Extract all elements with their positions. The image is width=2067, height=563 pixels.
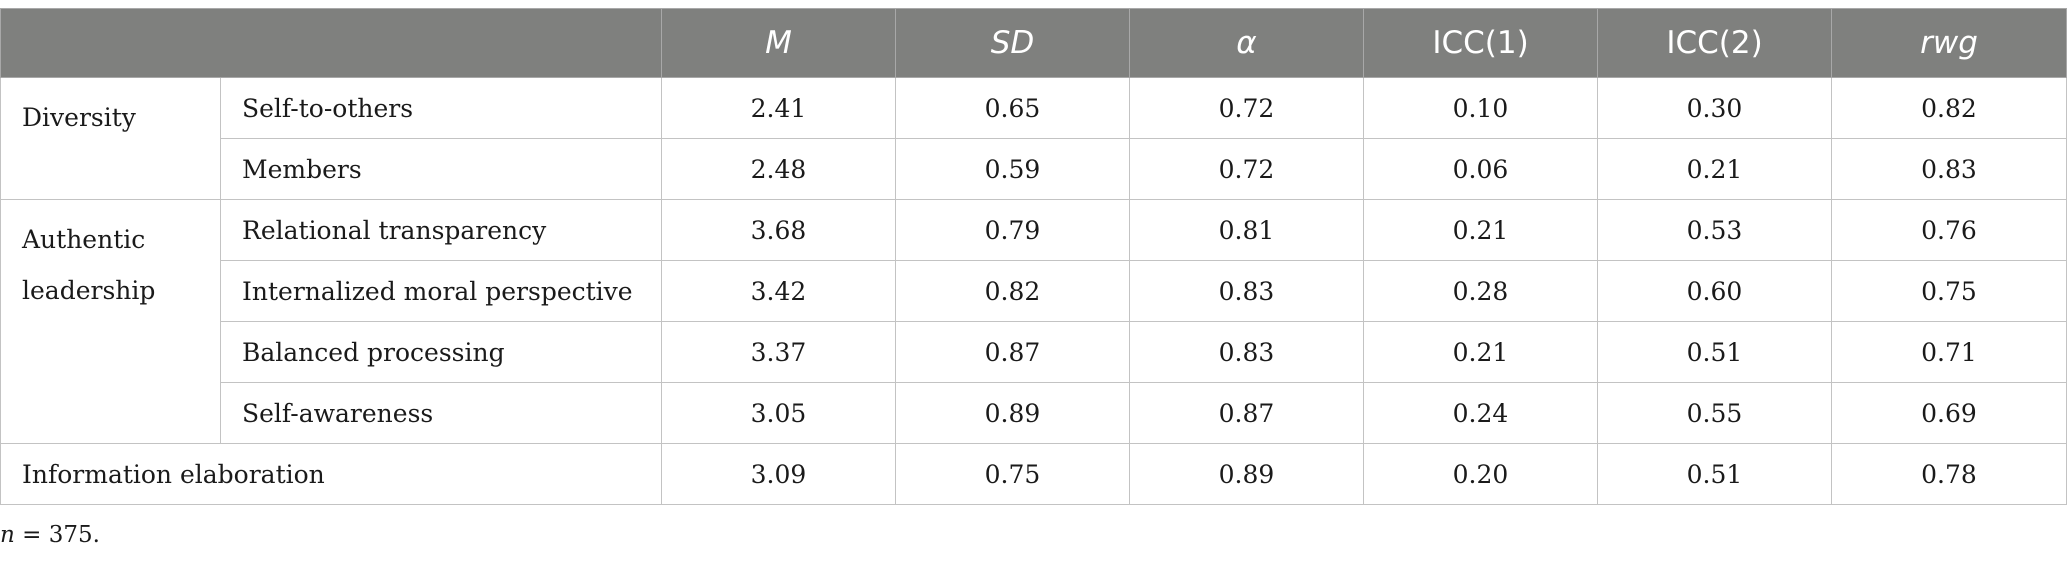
table-row: Diversity Self-to-others 2.41 0.65 0.72 … [0,77,2067,200]
cell-mean: 3.42 [661,260,896,322]
table-row: Authentic leadership Relational transpar… [0,199,2067,444]
table-row: Internalized moral perspective 3.42 0.82… [1,260,2067,322]
cell-rwg: 0.82 [1831,77,2067,139]
table-row: Information elaboration 3.09 0.75 0.89 0… [0,443,2067,505]
cell-mean: 2.48 [661,138,896,200]
row-label: Relational transparency [220,199,662,261]
cell-mean: 3.68 [661,199,896,261]
cell-icc2: 0.55 [1597,382,1832,444]
cell-mean: 3.05 [661,382,896,444]
cell-alpha: 0.83 [1129,260,1364,322]
cell-icc2: 0.51 [1597,321,1832,383]
header-empty [0,8,662,78]
cell-alpha: 0.81 [1129,199,1364,261]
cell-alpha: 0.72 [1129,138,1364,200]
cell-rwg: 0.69 [1831,382,2067,444]
cell-icc2: 0.53 [1597,199,1832,261]
cell-rwg: 0.78 [1831,443,2067,505]
group-label-line: leadership [22,276,156,305]
row-label: Members [220,138,662,200]
cell-sd: 0.79 [895,199,1130,261]
cell-sd: 0.82 [895,260,1130,322]
group-label-line: Authentic [22,225,146,254]
cell-rwg: 0.83 [1831,138,2067,200]
cell-sd: 0.75 [895,443,1130,505]
row-label: Self-to-others [220,77,662,139]
cell-alpha: 0.83 [1129,321,1364,383]
cell-sd: 0.59 [895,138,1130,200]
cell-alpha: 0.87 [1129,382,1364,444]
header-sd: SD [895,8,1130,78]
cell-alpha: 0.72 [1129,77,1364,139]
cell-icc1: 0.06 [1363,138,1598,200]
cell-rwg: 0.71 [1831,321,2067,383]
cell-alpha: 0.89 [1129,443,1364,505]
footnote-variable: n [0,522,15,548]
header-row: M SD α ICC(1) ICC(2) rwg [0,8,2067,78]
table-row: Balanced processing 3.37 0.87 0.83 0.21 … [1,321,2067,383]
cell-icc2: 0.51 [1597,443,1832,505]
cell-mean: 3.09 [661,443,896,505]
header-icc2: ICC(2) [1597,8,1832,78]
row-label-information-elaboration: Information elaboration [0,443,662,505]
group-label-text: Diversity [22,103,136,132]
cell-icc1: 0.20 [1363,443,1598,505]
cell-icc2: 0.60 [1597,260,1832,322]
cell-icc1: 0.10 [1363,77,1598,139]
header-icc1: ICC(1) [1363,8,1598,78]
header-mean: M [661,8,896,78]
footnote-text: = 375. [14,522,100,548]
statistics-table: M SD α ICC(1) ICC(2) rwg Diversity Self-… [0,8,2067,505]
cell-mean: 2.41 [661,77,896,139]
cell-sd: 0.89 [895,382,1130,444]
cell-icc1: 0.21 [1363,199,1598,261]
cell-icc1: 0.21 [1363,321,1598,383]
table-row: Members 2.48 0.59 0.72 0.06 0.21 0.83 [1,138,2067,200]
cell-rwg: 0.76 [1831,199,2067,261]
table-row: Self-awareness 3.05 0.89 0.87 0.24 0.55 … [1,382,2067,444]
cell-sd: 0.65 [895,77,1130,139]
group-label-diversity: Diversity [0,77,221,200]
table-footnote: n = 375. [0,522,100,548]
row-label: Balanced processing [220,321,662,383]
cell-mean: 3.37 [661,321,896,383]
cell-sd: 0.87 [895,321,1130,383]
cell-icc1: 0.28 [1363,260,1598,322]
header-alpha: α [1129,8,1364,78]
row-label: Internalized moral perspective [220,260,662,322]
cell-rwg: 0.75 [1831,260,2067,322]
cell-icc1: 0.24 [1363,382,1598,444]
cell-icc2: 0.21 [1597,138,1832,200]
group-label-authentic-leadership: Authentic leadership [0,199,221,444]
row-label: Self-awareness [220,382,662,444]
cell-icc2: 0.30 [1597,77,1832,139]
header-rwg: rwg [1831,8,2067,78]
